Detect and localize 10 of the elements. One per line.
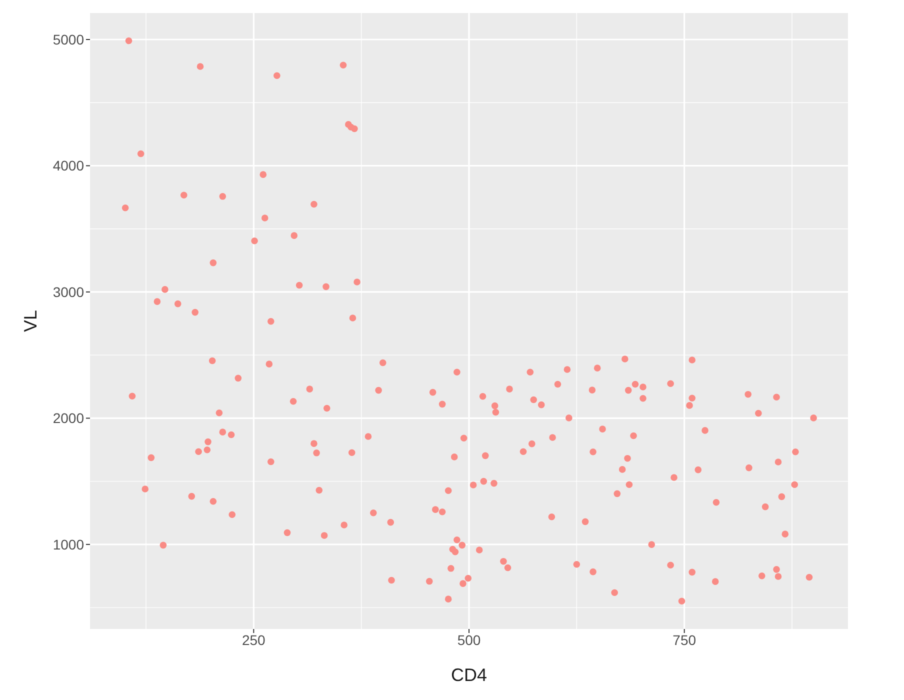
x-tick-label: 250 (242, 632, 266, 648)
y-tick-label: 4000 (52, 158, 84, 174)
y-axis-title: VL (20, 310, 40, 332)
y-tick-label: 1000 (52, 536, 84, 552)
x-axis-title: CD4 (450, 665, 488, 685)
y-tick-label: 2000 (52, 410, 84, 426)
y-tick-label: 3000 (52, 284, 84, 300)
y-tick-label: 5000 (52, 31, 84, 48)
x-tick-label: 750 (672, 632, 696, 648)
x-tick-label: 500 (457, 632, 481, 648)
